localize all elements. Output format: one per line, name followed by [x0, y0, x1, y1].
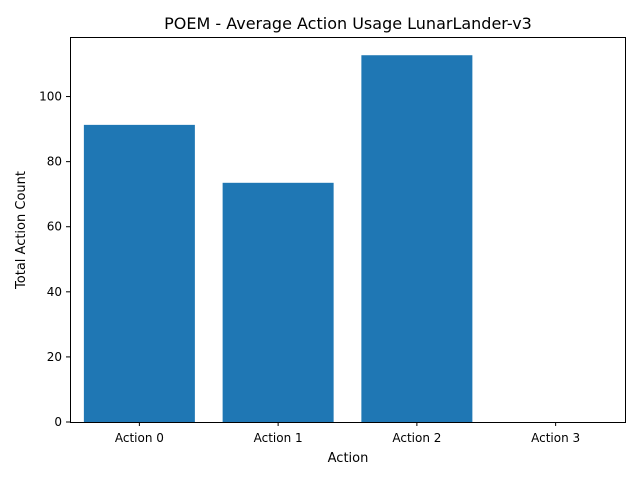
- bar-action-0: [83, 124, 195, 423]
- chart-title: POEM - Average Action Usage LunarLander-…: [164, 14, 532, 33]
- x-axis-label: Action: [328, 451, 369, 466]
- y-tick-label: 0: [54, 415, 62, 429]
- y-tick-label: 20: [47, 350, 62, 364]
- bars-group: [83, 55, 473, 423]
- y-axis-label: Total Action Count: [14, 171, 29, 290]
- bar-action-2: [361, 55, 473, 422]
- bar-action-1: [222, 182, 334, 422]
- x-tick-label: Action 2: [392, 431, 441, 445]
- x-tick-label: Action 0: [115, 431, 164, 445]
- x-tick-label: Action 1: [254, 431, 303, 445]
- y-tick-label: 60: [47, 220, 62, 234]
- x-tick-label: Action 3: [531, 431, 580, 445]
- y-tick-label: 80: [47, 155, 62, 169]
- x-axis-ticks: Action 0 Action 1 Action 2 Action 3: [115, 422, 580, 445]
- plot-frame: [70, 37, 626, 423]
- y-axis-ticks: 0 20 40 60 80 100: [39, 90, 70, 429]
- y-tick-label: 100: [39, 90, 62, 104]
- y-tick-label: 40: [47, 285, 62, 299]
